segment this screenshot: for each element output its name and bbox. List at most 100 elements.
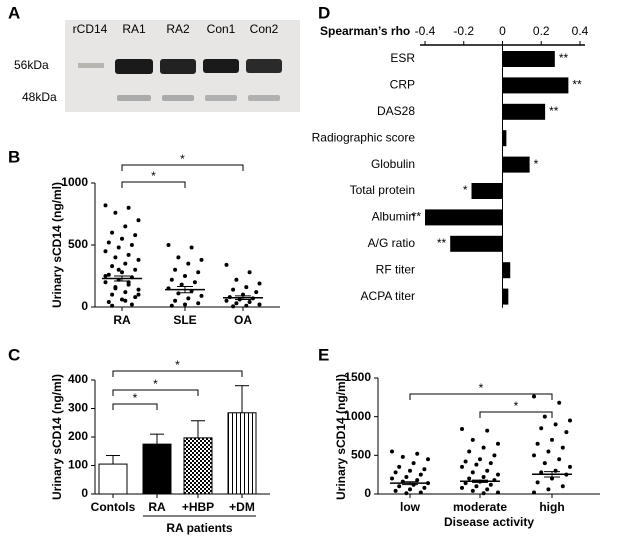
error-bar [235, 295, 251, 301]
data-point [106, 300, 111, 305]
y-tick-label: 1500 [344, 370, 371, 384]
data-point [113, 210, 118, 215]
data-point [199, 293, 204, 298]
data-point [247, 300, 252, 305]
x-tick-label: SLE [173, 313, 196, 327]
data-point [123, 290, 128, 295]
data-point [257, 302, 262, 307]
category-label: CRP [390, 78, 415, 92]
y-tick-label: 100 [68, 458, 88, 472]
data-point [553, 468, 558, 473]
data-point [568, 464, 572, 469]
data-point [546, 449, 551, 454]
bar [502, 103, 546, 120]
data-point [136, 257, 141, 262]
data-point [542, 414, 547, 419]
data-point [488, 461, 493, 466]
significance-bracket [112, 370, 243, 377]
data-point [467, 449, 472, 454]
data-point [103, 280, 108, 285]
x-axis-label: Disease activity [444, 515, 534, 529]
significance-label: * [514, 399, 519, 413]
x-tick-label: +HBP [182, 500, 214, 514]
data-point [254, 290, 259, 295]
data-point [126, 252, 131, 257]
x-tick-label: 0.4 [572, 24, 589, 38]
data-point [110, 292, 115, 297]
significance-label: * [133, 391, 138, 405]
significance-bracket [112, 389, 199, 396]
data-point [463, 481, 468, 486]
data-point [404, 491, 409, 496]
y-tick-label: 200 [68, 429, 88, 443]
bar [450, 235, 503, 252]
error-bar [472, 479, 488, 483]
significance-bracket [121, 164, 244, 171]
significance-label: * [153, 377, 158, 391]
data-point [136, 292, 141, 297]
data-point [535, 480, 540, 485]
bar [183, 437, 213, 495]
bar [471, 183, 503, 199]
data-point [393, 470, 398, 475]
category-label: Radiographic score [312, 130, 416, 144]
data-point [535, 441, 540, 446]
x-tick-label: high [539, 500, 564, 514]
x-tick-label: 0 [499, 24, 506, 38]
data-point [463, 459, 468, 464]
band [117, 95, 151, 101]
data-point [113, 255, 118, 260]
data-point [460, 464, 464, 469]
band [115, 59, 153, 74]
category-label: ESR [390, 51, 415, 65]
data-point [411, 461, 416, 466]
significance-label: ** [412, 210, 422, 224]
bar [502, 288, 509, 305]
data-point [186, 296, 191, 301]
error-bar [114, 275, 130, 282]
bar [142, 443, 172, 495]
x-tick-label: RA [148, 500, 166, 514]
band [248, 95, 280, 101]
data-point [470, 437, 475, 442]
data-point [173, 267, 178, 272]
data-point [481, 474, 486, 479]
data-point [231, 287, 236, 292]
data-point [481, 445, 486, 450]
y-axis-label: Urinary sCD14 (ng/ml) [334, 374, 348, 500]
data-point [116, 245, 121, 250]
data-point [133, 233, 138, 238]
y-tick-label: 1000 [61, 175, 88, 189]
y-tick-label: 0 [81, 299, 88, 313]
significance-label: * [463, 183, 468, 197]
y-tick-label: 500 [351, 448, 371, 462]
data-point [418, 472, 423, 477]
data-point [532, 453, 536, 458]
y-axis-label: Urinary sCD14 (ng/ml) [50, 374, 64, 500]
significance-bracket [112, 403, 158, 410]
data-point [532, 394, 536, 399]
data-point [467, 476, 472, 481]
significance-label: * [180, 152, 185, 166]
band [162, 95, 194, 101]
y-tick-label: 0 [364, 486, 371, 500]
lane-label: Con2 [250, 22, 279, 36]
data-point [539, 470, 544, 475]
data-point [532, 490, 536, 495]
x-tick-label: +DM [229, 500, 255, 514]
data-point [546, 487, 551, 492]
data-point [460, 427, 464, 432]
data-point [126, 205, 131, 210]
data-point [244, 285, 249, 290]
significance-label: * [175, 358, 180, 372]
data-point [488, 482, 493, 487]
data-point [408, 487, 412, 492]
data-point [422, 467, 427, 472]
y-axis-label: Urinary sCD14 (ng/ml) [50, 182, 64, 308]
significance-label: ** [549, 104, 559, 118]
category-label: ACPA titer [361, 289, 415, 303]
data-point [169, 277, 174, 282]
band [160, 59, 196, 74]
data-point [103, 249, 108, 254]
x-tick-label: low [400, 500, 421, 514]
